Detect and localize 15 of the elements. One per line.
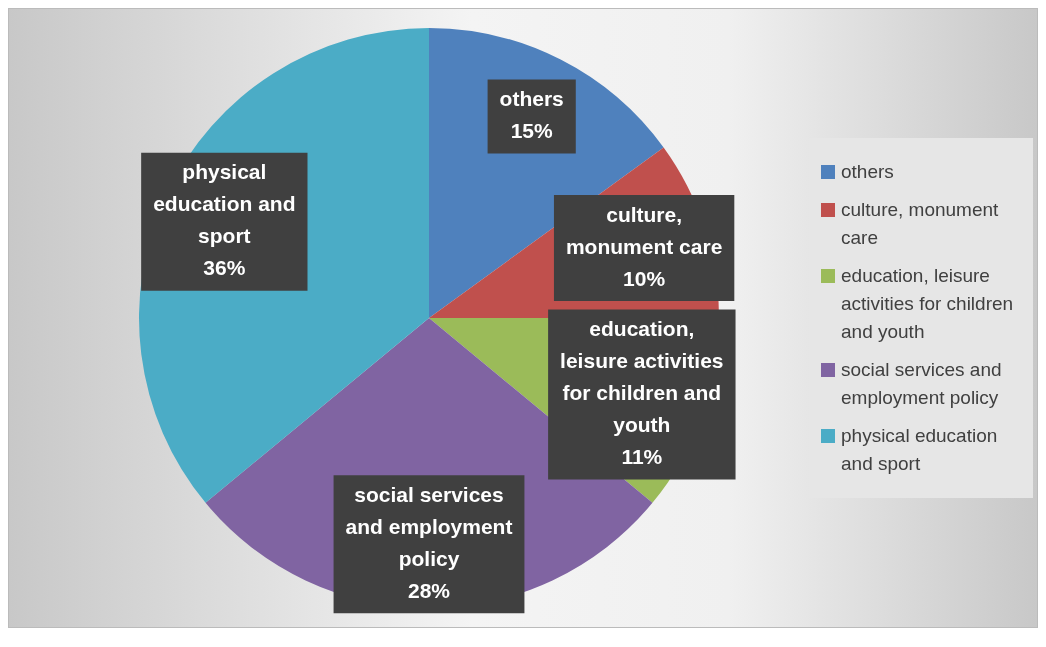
slice-label: education, leisure activities for children and youth — [560, 317, 724, 437]
legend-label: social services and employment policy — [841, 358, 1003, 410]
data-label: 36% — [203, 256, 246, 280]
data-label: 28% — [407, 579, 451, 602]
legend-label: education, leisure activities for children and youth — [841, 264, 1015, 344]
data-label: 11% — [621, 445, 663, 469]
slice-label: social services and employment policy — [345, 483, 513, 570]
legend-label: others — [841, 160, 894, 184]
data-label: 15% — [510, 119, 554, 143]
slice-label: others — [499, 87, 564, 111]
slice-label: physical education and sport — [153, 160, 296, 248]
legend-label: culture, monument care — [841, 198, 1000, 250]
legend-label: physical education and sport — [841, 424, 999, 476]
data-label: 10% — [623, 266, 666, 290]
slice-label: culture, monument care — [565, 202, 723, 258]
